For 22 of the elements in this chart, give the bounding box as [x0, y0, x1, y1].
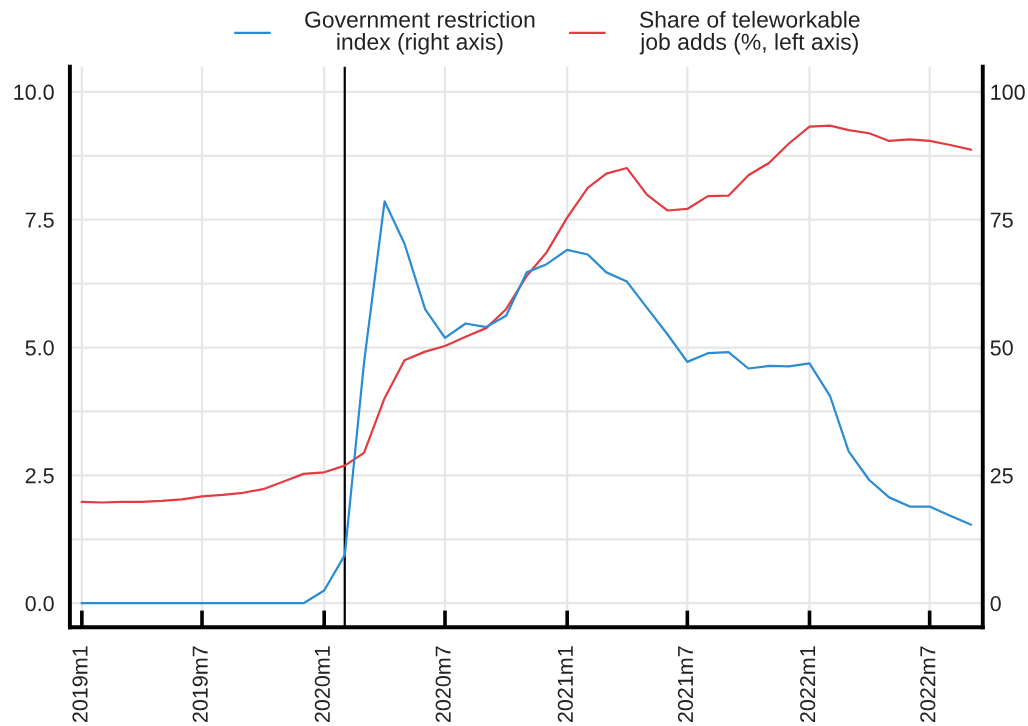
legend-label: Share of teleworkable job adds (%, left axis)	[639, 10, 860, 55]
y-tick-label: 7.5	[25, 212, 54, 228]
y-tick-label: 10.0	[14, 84, 54, 100]
x-tick-label: 2019m7	[192, 646, 208, 723]
y-tick-label: 2.5	[25, 468, 54, 484]
y-tick-label: 0.0	[25, 596, 54, 612]
legend-label: Government restriction index (right axis)	[305, 10, 535, 55]
y2-tick-label: 25	[990, 468, 1013, 484]
y-tick-label: 5.0	[25, 340, 54, 356]
y2-tick-label: 0	[990, 596, 1001, 612]
y2-tick-label: 75	[990, 212, 1013, 228]
x-tick-label: 2022m1	[800, 646, 816, 723]
x-tick-label: 2020m7	[435, 646, 451, 723]
x-tick-label: 2021m7	[677, 646, 694, 723]
y2-tick-label: 100	[991, 84, 1025, 100]
line-series	[80, 200, 972, 605]
x-tick-label: 2022m7	[920, 646, 936, 723]
line-series	[80, 124, 972, 504]
x-tick-label: 2021m1	[557, 646, 573, 723]
y2-tick-label: 50	[990, 340, 1013, 356]
x-tick-label: 2019m1	[72, 646, 88, 723]
x-tick-label: 2020m1	[314, 646, 330, 723]
